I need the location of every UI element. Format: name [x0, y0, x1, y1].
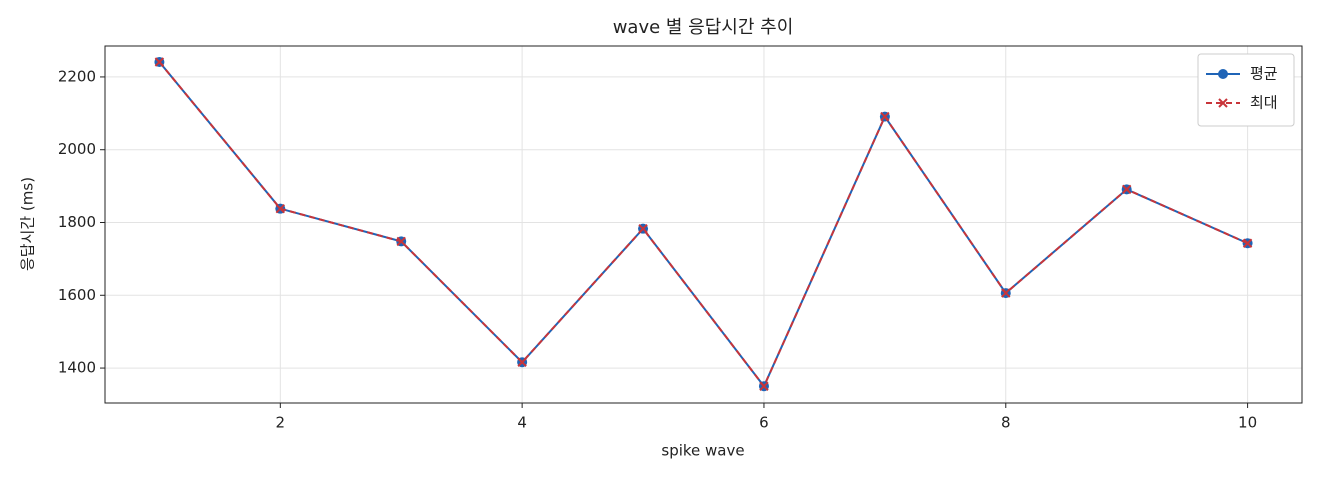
y-tick-label: 2000 — [58, 140, 96, 158]
y-tick-label: 1800 — [58, 213, 96, 231]
y-axis-label: 응답시간 (ms) — [19, 177, 37, 271]
marker — [1218, 69, 1228, 79]
series-line — [158, 61, 1248, 389]
legend-label: 평균 — [1250, 65, 1278, 83]
chart-title: wave 별 응답시간 추이 — [613, 17, 794, 38]
marker — [638, 223, 648, 234]
plot-frame — [104, 45, 1303, 404]
x-tick-label: 8 — [1001, 414, 1011, 432]
marker — [1001, 288, 1011, 298]
marker — [275, 203, 286, 214]
marker — [1218, 98, 1228, 108]
marker — [154, 57, 165, 67]
x-axis-label: spike wave — [661, 442, 744, 460]
legend-label: 최대 — [1250, 94, 1278, 112]
x-tick-label: 6 — [759, 414, 769, 432]
y-tick-label: 1600 — [58, 286, 96, 304]
marker — [396, 236, 406, 247]
marker — [1242, 238, 1253, 248]
x-tick-label: 4 — [517, 414, 527, 432]
series-line — [158, 61, 1248, 389]
x-tick-label: 2 — [276, 414, 286, 432]
marker — [1121, 184, 1132, 195]
marker — [880, 111, 890, 122]
y-tick-label: 1400 — [58, 359, 96, 377]
marker — [759, 381, 769, 391]
legend-box — [1197, 53, 1295, 127]
x-tick-label: 10 — [1238, 414, 1257, 432]
y-tick-label: 2200 — [58, 67, 96, 85]
marker — [517, 357, 527, 367]
